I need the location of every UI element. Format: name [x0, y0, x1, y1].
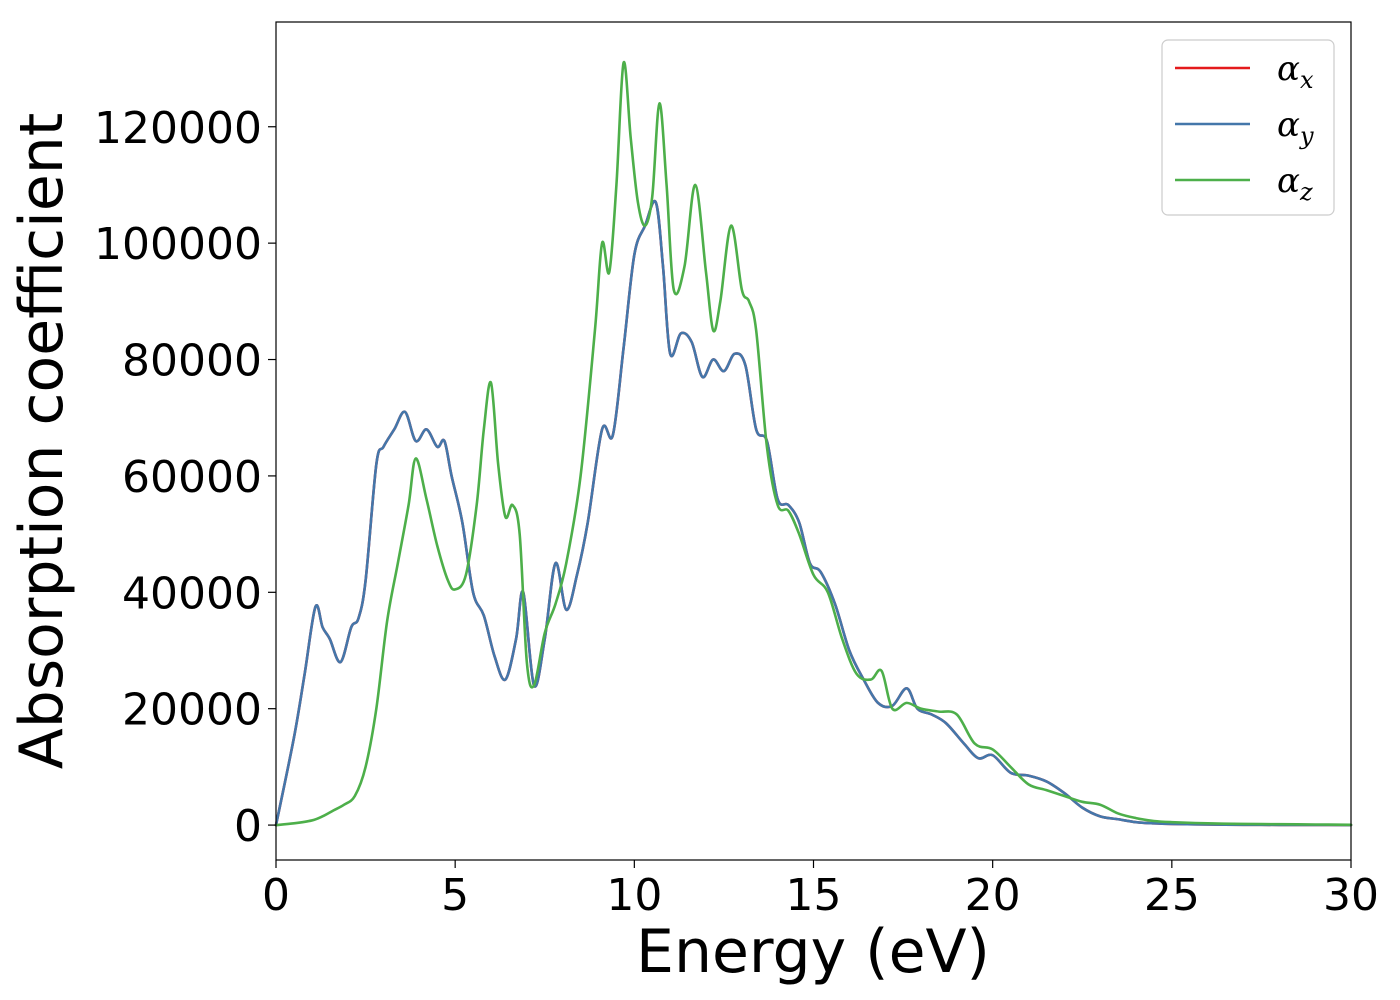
y-tick-label: 40000: [122, 568, 262, 619]
series-layer: [274, 61, 1353, 827]
y-tick-label: 120000: [94, 103, 262, 154]
x-tick-label: 20: [965, 870, 1021, 921]
x-tick-label: 5: [441, 870, 469, 921]
legend-box: [1161, 39, 1335, 216]
y-axis-title: Absorption coefficient: [7, 113, 77, 770]
x-axis-title: Energy (eV): [636, 917, 990, 987]
x-tick-label: 0: [262, 870, 290, 921]
series-line-y: [274, 199, 1353, 827]
x-tick-label: 10: [606, 870, 662, 921]
x-axis-ticks: 0 5 10 15 20 25 30: [262, 860, 1379, 921]
x-tick-label: 15: [786, 870, 842, 921]
y-tick-label: 60000: [122, 452, 262, 503]
y-tick-label: 80000: [122, 336, 262, 387]
y-tick-label: 0: [234, 801, 262, 852]
y-tick-label: 20000: [122, 685, 262, 736]
x-tick-label: 30: [1323, 870, 1379, 921]
series-line-z: [274, 61, 1353, 827]
y-axis-ticks: 0 20000 40000 60000 80000 100000 120000: [94, 103, 276, 852]
x-tick-label: 25: [1144, 870, 1200, 921]
y-tick-label: 100000: [94, 219, 262, 270]
